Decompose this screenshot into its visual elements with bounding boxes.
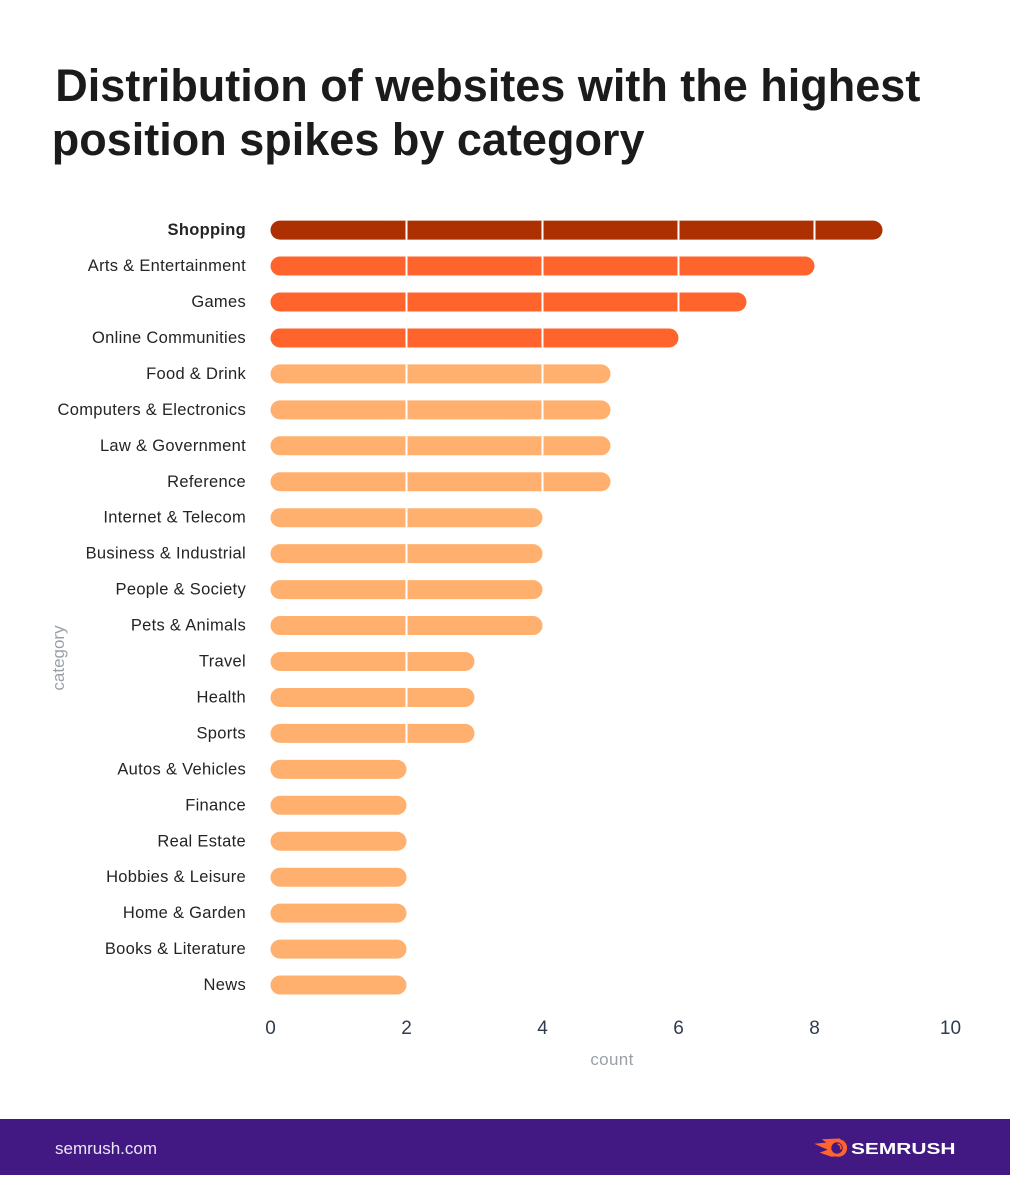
svg-text:Computers & Electronics: Computers & Electronics: [58, 401, 246, 419]
svg-text:8: 8: [809, 1018, 820, 1039]
svg-text:Finance: Finance: [185, 796, 246, 814]
svg-text:News: News: [204, 976, 246, 994]
svg-text:0: 0: [265, 1018, 276, 1039]
svg-text:Books & Literature: Books & Literature: [105, 940, 246, 958]
svg-text:Hobbies & Leisure: Hobbies & Leisure: [106, 868, 246, 886]
svg-text:Autos & Vehicles: Autos & Vehicles: [117, 760, 246, 778]
svg-text:Food & Drink: Food & Drink: [146, 365, 246, 383]
svg-text:Travel: Travel: [199, 653, 246, 671]
svg-text:Shopping: Shopping: [168, 221, 246, 239]
svg-text:10: 10: [940, 1018, 961, 1039]
svg-text:Sports: Sports: [197, 724, 247, 742]
svg-text:Internet & Telecom: Internet & Telecom: [103, 509, 246, 527]
svg-text:4: 4: [537, 1018, 548, 1039]
svg-text:count: count: [590, 1050, 633, 1069]
svg-text:Real Estate: Real Estate: [157, 832, 246, 850]
svg-text:Business & Industrial: Business & Industrial: [86, 545, 246, 563]
svg-text:Reference: Reference: [167, 473, 246, 491]
svg-text:Health: Health: [197, 688, 247, 706]
svg-text:Games: Games: [191, 293, 246, 311]
svg-text:Home & Garden: Home & Garden: [123, 904, 246, 922]
svg-text:Law & Government: Law & Government: [100, 437, 246, 455]
svg-text:category: category: [49, 625, 68, 691]
svg-text:Online Communities: Online Communities: [92, 329, 246, 347]
svg-text:Pets & Animals: Pets & Animals: [131, 617, 246, 635]
svg-text:2: 2: [401, 1018, 412, 1039]
svg-text:Arts & Entertainment: Arts & Entertainment: [88, 257, 246, 275]
svg-text:SEMRUSH: SEMRUSH: [851, 1141, 956, 1158]
svg-text:People & Society: People & Society: [116, 581, 247, 599]
svg-text:6: 6: [673, 1018, 684, 1039]
